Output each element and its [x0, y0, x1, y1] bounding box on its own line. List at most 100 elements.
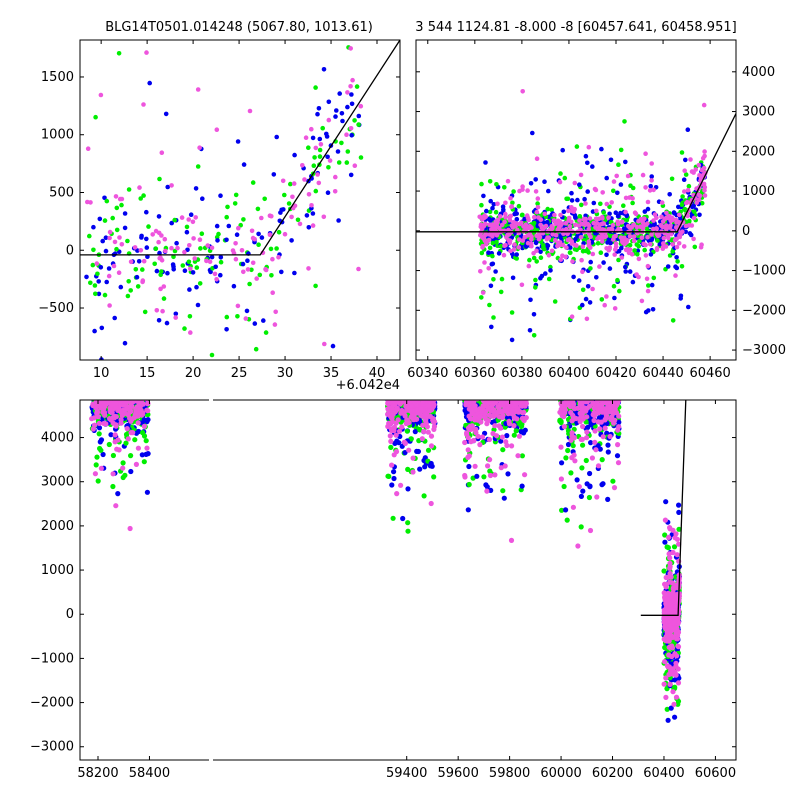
- data-point: [525, 233, 530, 238]
- data-point: [160, 150, 165, 155]
- data-point: [246, 267, 251, 272]
- data-point: [405, 529, 410, 534]
- data-point: [253, 321, 258, 326]
- data-point: [256, 232, 261, 237]
- data-point: [251, 236, 256, 241]
- data-point: [666, 264, 671, 269]
- data-point: [692, 216, 697, 221]
- data-point: [508, 196, 513, 201]
- data-point: [405, 429, 410, 434]
- data-point: [236, 139, 241, 144]
- data-point: [486, 266, 491, 271]
- data-point: [643, 223, 648, 228]
- data-point: [287, 201, 292, 206]
- data-point: [325, 155, 330, 160]
- data-point: [278, 210, 283, 215]
- data-point: [114, 194, 119, 199]
- data-point: [676, 510, 681, 515]
- data-point: [529, 234, 534, 239]
- data-point: [584, 297, 589, 302]
- data-point: [672, 211, 677, 216]
- data-point: [236, 226, 241, 231]
- data-point: [245, 258, 250, 263]
- data-point: [273, 310, 278, 315]
- data-point: [210, 353, 215, 358]
- data-point: [613, 234, 618, 239]
- data-point: [261, 318, 266, 323]
- data-point: [264, 330, 269, 335]
- data-point: [633, 210, 638, 215]
- data-point: [289, 215, 294, 220]
- data-point: [626, 174, 631, 179]
- data-point: [680, 264, 685, 269]
- data-point: [356, 122, 361, 127]
- data-point: [189, 212, 194, 217]
- data-point: [655, 238, 660, 243]
- data-point: [331, 344, 336, 349]
- data-point: [491, 277, 496, 282]
- data-point: [198, 246, 203, 251]
- data-point: [147, 81, 152, 86]
- data-point: [511, 189, 516, 194]
- data-point: [526, 241, 531, 246]
- data-point: [536, 196, 541, 201]
- data-point: [198, 281, 203, 286]
- data-point: [580, 270, 585, 275]
- data-point: [254, 347, 259, 352]
- data-point: [104, 249, 109, 254]
- data-point: [479, 203, 484, 208]
- data-point: [214, 277, 219, 282]
- data-point: [322, 67, 327, 72]
- data-point: [598, 235, 603, 240]
- data-point: [494, 240, 499, 245]
- data-point: [604, 294, 609, 299]
- data-point: [646, 289, 651, 294]
- data-point: [533, 177, 538, 182]
- data-point: [145, 245, 150, 250]
- data-point: [588, 216, 593, 221]
- data-point: [586, 222, 591, 227]
- data-point: [247, 282, 252, 287]
- data-point: [482, 213, 487, 218]
- data-point: [634, 272, 639, 277]
- y-tick-label: 4000: [742, 65, 775, 80]
- data-point: [188, 314, 193, 319]
- data-point: [693, 245, 698, 250]
- data-point: [548, 268, 553, 273]
- data-point: [503, 201, 508, 206]
- data-point: [91, 263, 96, 268]
- data-point: [306, 145, 311, 150]
- data-point: [187, 260, 192, 265]
- data-point: [663, 499, 668, 504]
- data-point: [637, 257, 642, 262]
- data-point: [315, 172, 320, 177]
- data-point: [528, 298, 533, 303]
- data-point: [607, 227, 612, 232]
- data-point: [185, 230, 190, 235]
- data-point: [126, 294, 131, 299]
- data-point: [619, 148, 624, 153]
- data-point: [547, 253, 552, 258]
- data-point: [532, 333, 537, 338]
- y-tick-label: 2000: [742, 144, 775, 159]
- data-point: [155, 308, 160, 313]
- data-point: [129, 260, 134, 265]
- data-point: [680, 194, 685, 199]
- data-point: [269, 247, 274, 252]
- data-point: [104, 280, 109, 285]
- data-point: [627, 195, 632, 200]
- data-point: [610, 479, 615, 484]
- data-point: [566, 197, 571, 202]
- data-point: [219, 255, 224, 260]
- data-point: [529, 225, 534, 230]
- data-point: [490, 254, 495, 259]
- data-point: [490, 206, 495, 211]
- data-point: [85, 200, 90, 205]
- data-point: [661, 219, 666, 224]
- data-point: [702, 149, 707, 154]
- data-point: [579, 203, 584, 208]
- data-point: [618, 211, 623, 216]
- data-point: [649, 178, 654, 183]
- y-tick-label: −3000: [742, 343, 786, 358]
- data-point: [594, 275, 599, 280]
